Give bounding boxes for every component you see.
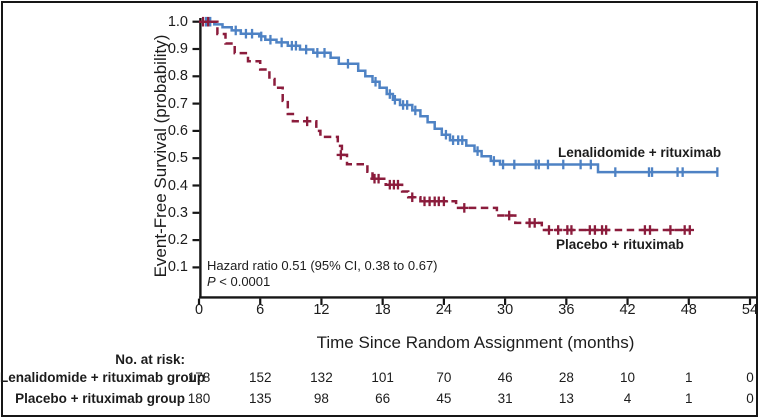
- y-tick-label: 0.6: [167, 122, 188, 139]
- risk-count: 1: [685, 370, 693, 385]
- risk-count: 1: [685, 391, 693, 406]
- risk-count: 66: [375, 391, 391, 406]
- hazard-ratio-line: Hazard ratio 0.51 (95% CI, 0.38 to 0.67): [207, 258, 438, 273]
- risk-count: 180: [187, 391, 211, 406]
- risk-count: 70: [436, 370, 452, 385]
- y-tick-label: 0.9: [167, 41, 188, 57]
- x-tick-label: 54: [741, 302, 759, 318]
- risk-count: 101: [371, 370, 394, 385]
- risk-row-label-lenalidomide: Lenalidomide + rituximab group: [0, 370, 206, 385]
- hazard-ratio-annotation: Hazard ratio 0.51 (95% CI, 0.38 to 0.67)…: [207, 258, 438, 290]
- risk-count: 45: [436, 391, 452, 406]
- figure-border: [1, 1, 758, 417]
- y-tick-label: 0.4: [167, 177, 188, 194]
- x-tick-label: 42: [619, 302, 636, 318]
- risk-count: 98: [313, 391, 329, 406]
- y-tick-label: 1.0: [167, 13, 188, 30]
- x-tick-label: 6: [256, 302, 265, 318]
- risk-count: 178: [187, 370, 211, 385]
- y-tick-label: 0.7: [167, 95, 188, 112]
- survival-curve-placebo: [199, 20, 691, 232]
- risk-count: 46: [497, 370, 513, 385]
- y-tick-label: 0.2: [167, 232, 188, 249]
- risk-table-header: No. at risk:: [115, 352, 185, 367]
- risk-count: 135: [248, 391, 272, 406]
- x-tick-label: 36: [558, 302, 575, 318]
- risk-count: 152: [248, 370, 272, 385]
- x-tick-label: 18: [374, 302, 391, 318]
- x-axis-title: Time Since Random Assignment (months): [316, 333, 635, 352]
- y-tick-label: 0.5: [167, 150, 188, 167]
- x-tick-label: 12: [313, 302, 330, 318]
- y-tick-label: 0.3: [167, 204, 188, 221]
- x-tick-label: 24: [435, 302, 452, 318]
- curve-label-lenalidomide: Lenalidomide + rituximab: [558, 145, 722, 160]
- curve-label-placebo: Placebo + rituximab: [556, 237, 684, 252]
- p-value-text: < 0.0001: [215, 274, 271, 289]
- p-symbol: P: [207, 274, 216, 289]
- x-tick-label: 48: [680, 302, 697, 318]
- risk-count: 0: [746, 391, 754, 406]
- risk-count: 132: [310, 370, 333, 385]
- y-tick-label: 0.8: [167, 68, 188, 85]
- risk-row-label-placebo: Placebo + rituximab group: [15, 391, 185, 406]
- y-tick-label: 0.1: [167, 259, 188, 276]
- x-tick-label: 0: [194, 302, 204, 318]
- risk-count: 4: [623, 391, 632, 406]
- p-value-line: P < 0.0001: [207, 274, 438, 290]
- x-tick-label: 30: [497, 302, 514, 318]
- risk-count: 13: [558, 391, 574, 406]
- risk-count: 10: [620, 370, 636, 385]
- risk-count: 28: [558, 370, 574, 385]
- risk-count: 31: [497, 391, 513, 406]
- risk-count: 0: [746, 370, 754, 385]
